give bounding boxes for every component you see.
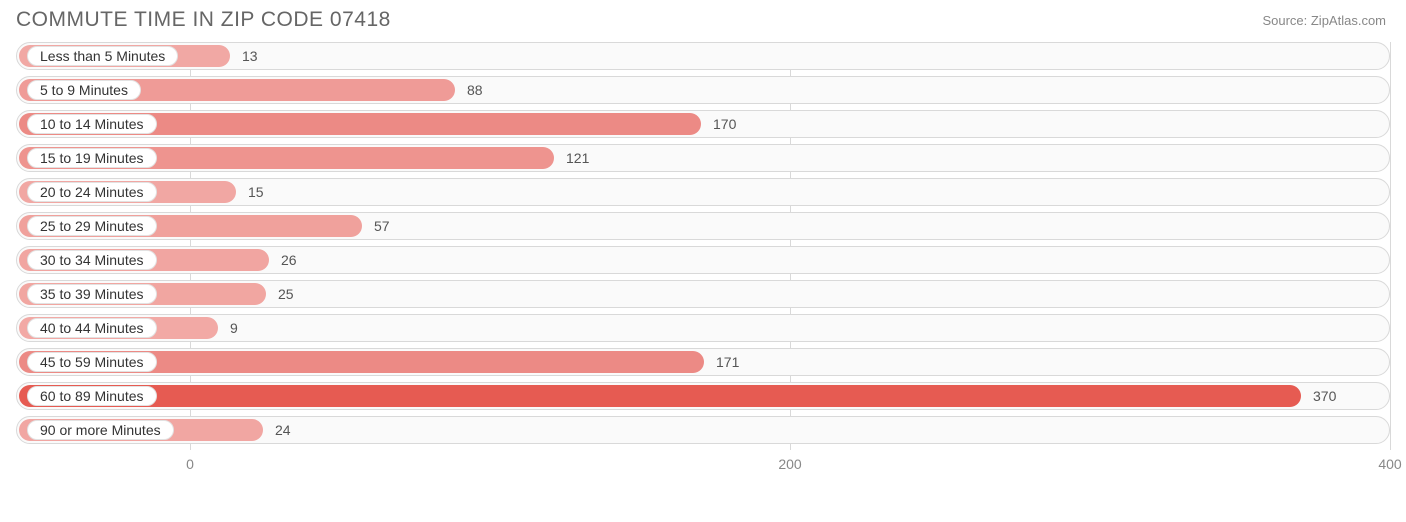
category-label: 15 to 19 Minutes: [27, 148, 157, 168]
category-label: Less than 5 Minutes: [27, 46, 178, 66]
chart-title: COMMUTE TIME IN ZIP CODE 07418: [16, 8, 391, 32]
value-label: 370: [1305, 383, 1344, 409]
x-tick-label: 400: [1378, 456, 1401, 472]
category-label: 30 to 34 Minutes: [27, 250, 157, 270]
bar-row: 30 to 34 Minutes 26: [16, 246, 1390, 274]
bar-row: 5 to 9 Minutes 88: [16, 76, 1390, 104]
bar-row: 90 or more Minutes 24: [16, 416, 1390, 444]
category-label: 10 to 14 Minutes: [27, 114, 157, 134]
bar-row: 40 to 44 Minutes 9: [16, 314, 1390, 342]
bar-row: Less than 5 Minutes 13: [16, 42, 1390, 70]
bar-row: 45 to 59 Minutes 171: [16, 348, 1390, 376]
plot-area: Less than 5 Minutes 13 5 to 9 Minutes 88 10 …: [16, 42, 1390, 450]
value-label: 24: [267, 417, 299, 443]
value-label: 88: [459, 77, 491, 103]
value-label: 25: [270, 281, 302, 307]
category-label: 45 to 59 Minutes: [27, 352, 157, 372]
bar-row: 15 to 19 Minutes 121: [16, 144, 1390, 172]
value-label: 9: [222, 315, 246, 341]
bar-row: 25 to 29 Minutes 57: [16, 212, 1390, 240]
category-label: 5 to 9 Minutes: [27, 80, 141, 100]
category-label: 35 to 39 Minutes: [27, 284, 157, 304]
bar-row: 60 to 89 Minutes 370: [16, 382, 1390, 410]
bar: [19, 385, 1301, 407]
category-label: 25 to 29 Minutes: [27, 216, 157, 236]
x-tick-label: 0: [186, 456, 194, 472]
value-label: 57: [366, 213, 398, 239]
bar-row: 35 to 39 Minutes 25: [16, 280, 1390, 308]
gridline: [1390, 42, 1391, 450]
value-label: 170: [705, 111, 744, 137]
value-label: 171: [708, 349, 747, 375]
value-label: 26: [273, 247, 305, 273]
bar-row: 10 to 14 Minutes 170: [16, 110, 1390, 138]
chart-source: Source: ZipAtlas.com: [1262, 13, 1386, 28]
value-label: 13: [234, 43, 266, 69]
value-label: 15: [240, 179, 272, 205]
category-label: 60 to 89 Minutes: [27, 386, 157, 406]
chart-container: Less than 5 Minutes 13 5 to 9 Minutes 88 10 …: [0, 36, 1406, 476]
category-label: 90 or more Minutes: [27, 420, 174, 440]
category-label: 40 to 44 Minutes: [27, 318, 157, 338]
x-axis: 0200400: [16, 452, 1390, 476]
bar-row: 20 to 24 Minutes 15: [16, 178, 1390, 206]
x-tick-label: 200: [778, 456, 801, 472]
value-label: 121: [558, 145, 597, 171]
category-label: 20 to 24 Minutes: [27, 182, 157, 202]
chart-header: COMMUTE TIME IN ZIP CODE 07418 Source: Z…: [0, 0, 1406, 36]
